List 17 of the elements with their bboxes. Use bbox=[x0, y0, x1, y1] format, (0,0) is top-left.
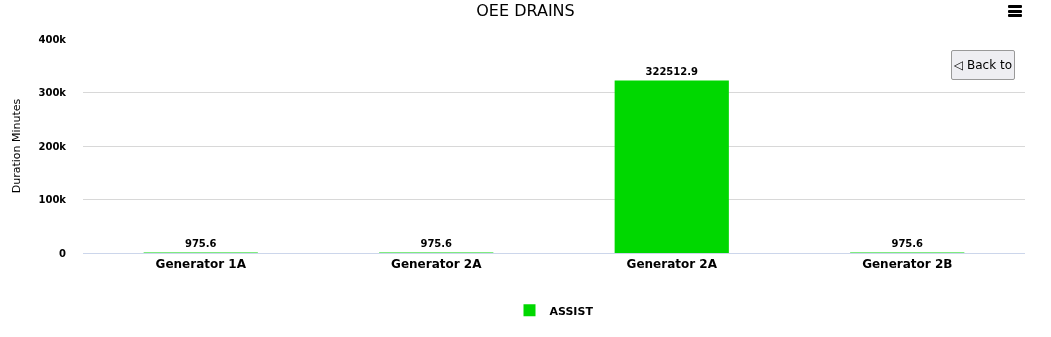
y-tick-label: 400k bbox=[38, 33, 67, 45]
x-tick-label: Generator 1A bbox=[155, 257, 247, 272]
y-tick-label: 100k bbox=[38, 194, 67, 205]
data-label: 975.6 bbox=[891, 238, 924, 250]
data-label: 975.6 bbox=[184, 238, 217, 250]
y-tick-label: 0 bbox=[59, 247, 67, 259]
data-label: 975.6 bbox=[420, 238, 453, 250]
y-tick-label: 300k bbox=[38, 87, 67, 98]
x-tick-label: Generator 2A bbox=[626, 257, 718, 272]
y-axis-title: Duration Minutes bbox=[10, 98, 24, 194]
x-tick-label: Generator 2B bbox=[862, 257, 953, 272]
y-tick-label: 200k bbox=[38, 140, 67, 152]
chart-title: OEE DRAINS bbox=[476, 1, 575, 21]
x-tick-label: Generator 2A bbox=[391, 257, 483, 272]
legend-label: ASSIST bbox=[549, 304, 594, 318]
back-button: ◁ Back to bbox=[951, 50, 1015, 80]
data-label: 322512.9 bbox=[645, 66, 699, 78]
